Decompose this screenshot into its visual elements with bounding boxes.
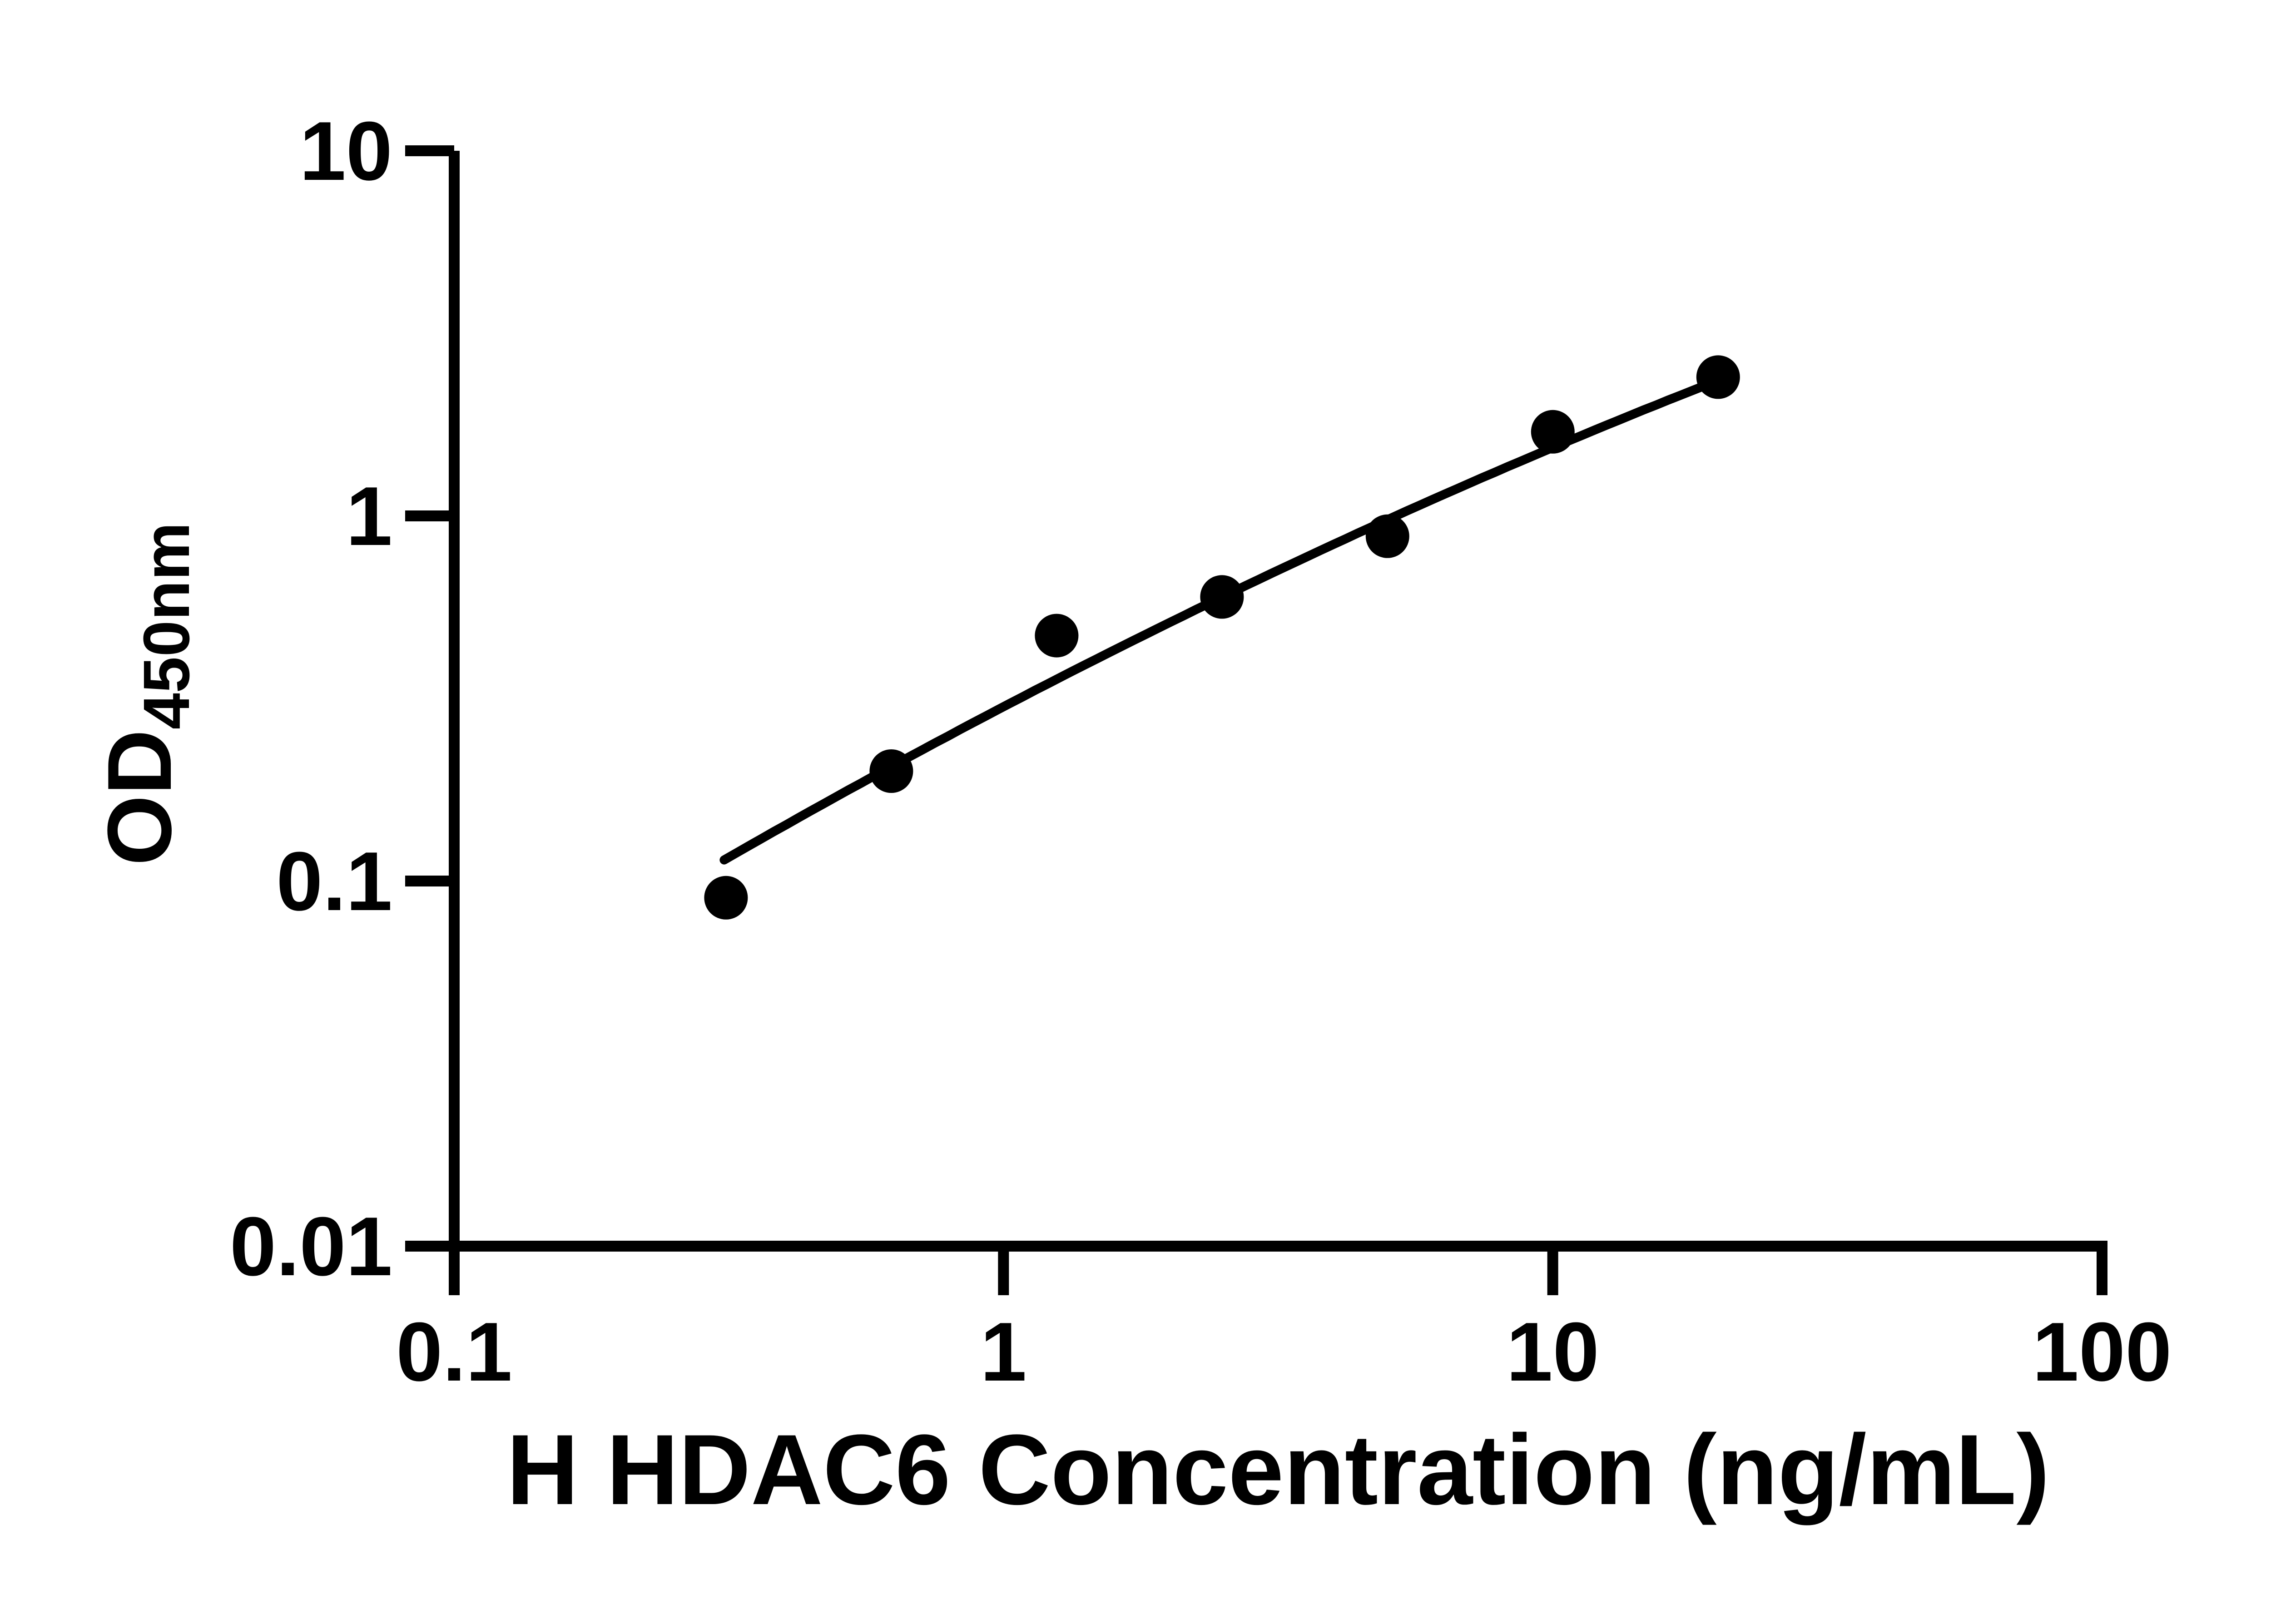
- x-tick-label: 0.1: [396, 1304, 512, 1399]
- y-tick-label: 10: [299, 104, 392, 198]
- data-point-marker: [1531, 410, 1575, 454]
- data-point-marker: [1696, 355, 1740, 399]
- data-point-marker: [704, 876, 748, 920]
- data-point-marker: [1035, 614, 1079, 658]
- y-axis-title: OD450nm: [53, 331, 227, 1057]
- x-axis-title: H HDAC6 Concentration (ng/mL): [506, 1413, 2050, 1526]
- y-tick-label: 0.01: [229, 1199, 392, 1293]
- x-tick-label: 1: [980, 1304, 1027, 1399]
- y-tick-label: 0.1: [276, 834, 392, 928]
- data-point-marker: [1365, 514, 1409, 558]
- data-point-marker: [1200, 575, 1244, 619]
- fit-curve-line: [719, 376, 1723, 865]
- x-tick-label: 10: [1506, 1304, 1599, 1399]
- x-tick-label: 100: [2032, 1304, 2172, 1399]
- data-point-marker: [869, 749, 913, 793]
- y-tick-label: 1: [346, 469, 392, 563]
